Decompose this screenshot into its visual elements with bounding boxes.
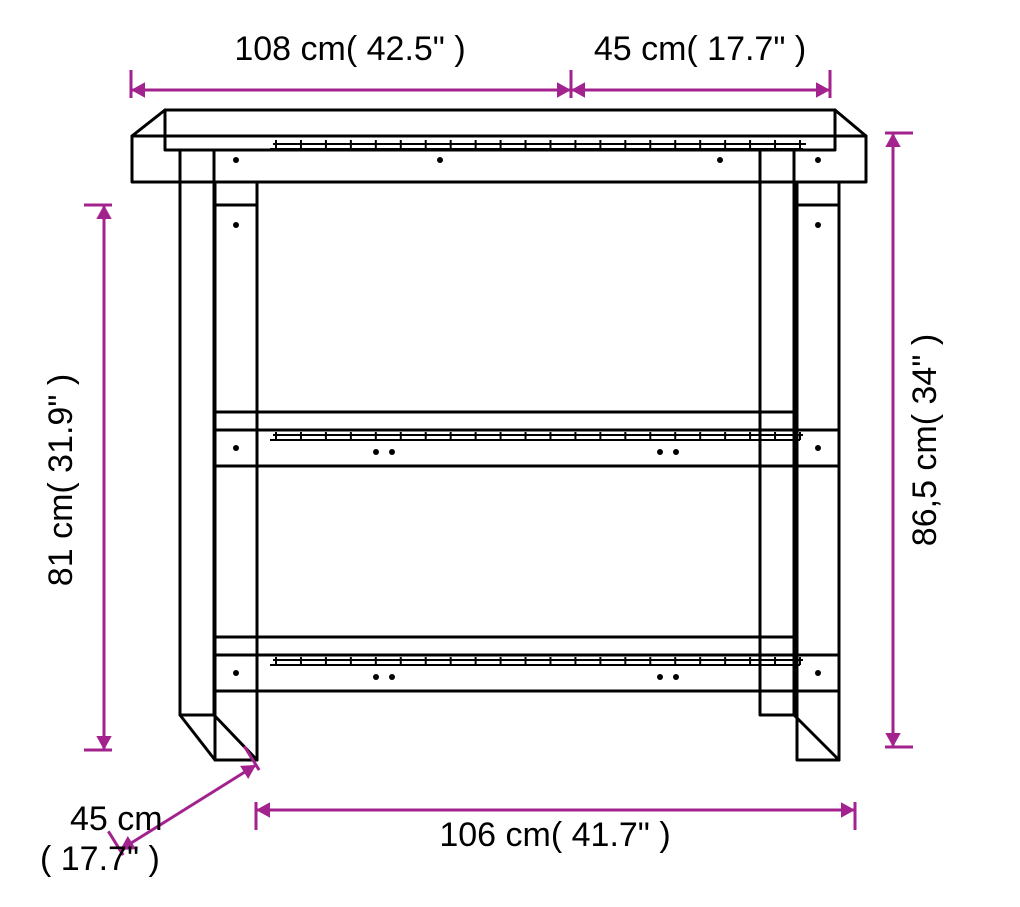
dimension-lines xyxy=(84,70,913,855)
label-bottom-width: 106 cm( 41.7" ) xyxy=(439,816,670,854)
top-screws xyxy=(233,157,821,228)
mid-shelf xyxy=(214,412,839,466)
label-top-width: 108 cm( 42.5" ) xyxy=(234,30,465,68)
top-slats xyxy=(270,140,806,149)
dimensioned-diagram: 108 cm( 42.5" ) 45 cm( 17.7" ) 106 cm( 4… xyxy=(0,0,1020,907)
furniture-drawing xyxy=(132,110,866,760)
label-bottom-depth-l2: ( 17.7" ) xyxy=(40,840,160,878)
label-right-height: 86,5 cm( 34" ) xyxy=(906,334,944,546)
rear-legs xyxy=(180,150,794,715)
label-left-height: 81 cm( 31.9" ) xyxy=(42,374,80,586)
bottom-shelf xyxy=(214,637,839,691)
top-rail xyxy=(132,110,866,182)
label-bottom-depth-l1: 45 cm xyxy=(70,800,163,838)
front-legs xyxy=(215,182,839,760)
label-top-depth: 45 cm( 17.7" ) xyxy=(594,30,806,68)
